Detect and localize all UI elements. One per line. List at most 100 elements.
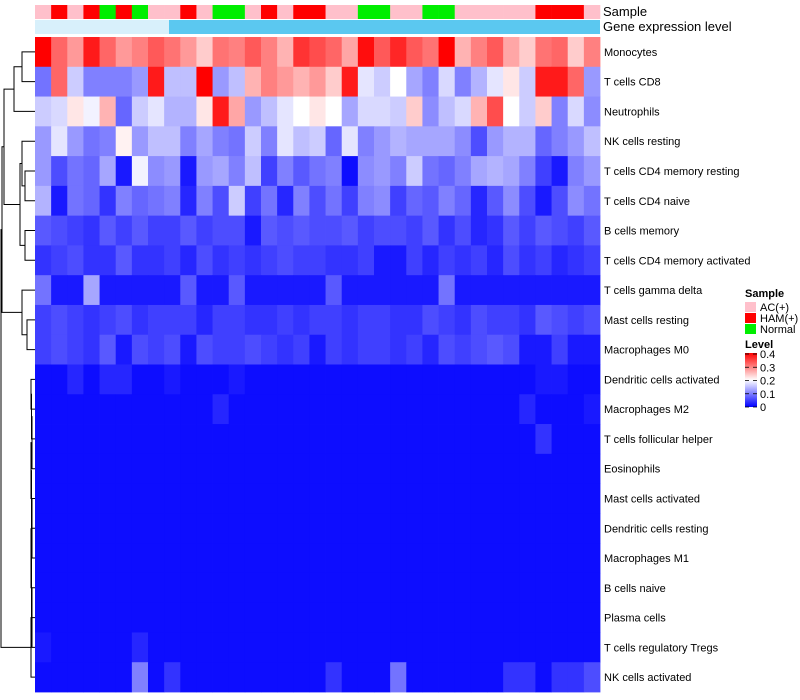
dendrogram-branch (3, 88, 20, 205)
heatmap-cell (115, 483, 133, 514)
heatmap-cell (67, 602, 84, 633)
heatmap-cell (341, 96, 359, 127)
heatmap-cell (487, 96, 504, 127)
heatmap-cell (422, 304, 439, 336)
heatmap-cell (228, 394, 246, 425)
heatmap-cell (454, 334, 472, 365)
row-label: Macrophages M0 (604, 345, 689, 357)
heatmap-cell (374, 156, 391, 187)
heatmap-cell (583, 96, 601, 127)
heatmap-cell (212, 424, 230, 455)
heatmap-cell (567, 364, 585, 395)
heatmap-cell (51, 66, 68, 97)
heatmap-cell (519, 424, 536, 455)
heatmap-cell (390, 572, 407, 604)
heatmap-cell (164, 453, 181, 484)
heatmap-cell (567, 572, 585, 604)
heatmap-cell (357, 304, 375, 336)
heatmap-cell (503, 126, 520, 157)
row-label: Mast cells activated (604, 493, 700, 505)
heatmap-cell (261, 185, 278, 217)
heatmap-cell (83, 424, 100, 455)
heatmap-cell (567, 304, 585, 336)
heatmap-cell (131, 572, 149, 604)
row-label: Dendritic cells resting (604, 523, 709, 535)
heatmap-cell (148, 215, 165, 246)
heatmap-cell (535, 304, 552, 336)
heatmap-cell (244, 37, 262, 68)
heatmap-cell (180, 513, 197, 544)
heatmap-cell (583, 37, 601, 68)
heatmap-cell (180, 483, 197, 514)
sample-annotation-cell (164, 5, 181, 19)
heatmap-cell (519, 513, 536, 544)
heatmap-cell (487, 156, 504, 187)
heatmap-cell (293, 513, 310, 544)
heatmap-cell (390, 394, 407, 425)
heatmap-cell (293, 66, 310, 97)
heatmap-cell (261, 156, 278, 187)
heatmap-cell (228, 483, 246, 514)
heatmap-cell (341, 37, 359, 68)
dendrogram-branch (21, 289, 35, 336)
heatmap-cell (180, 662, 197, 693)
sample-annotation-cell (35, 5, 52, 19)
heatmap-cell (196, 662, 213, 693)
heatmap-cell (438, 424, 456, 455)
heatmap-cell (35, 156, 52, 187)
heatmap-cell (454, 185, 472, 217)
heatmap-cell (67, 245, 84, 276)
heatmap-cell (487, 483, 504, 514)
heatmap-cell (196, 572, 213, 604)
heatmap-cell (374, 572, 391, 604)
heatmap-cell (551, 632, 569, 663)
heatmap-cell (374, 245, 391, 276)
heatmap-cell (470, 245, 488, 276)
heatmap-cell (293, 364, 310, 395)
heatmap-cell (277, 602, 294, 633)
heatmap-cell (487, 304, 504, 336)
heatmap-cell (131, 96, 149, 127)
heatmap-cell (470, 632, 488, 663)
row-label: Macrophages M1 (604, 553, 689, 565)
heatmap-cell (535, 275, 552, 306)
heatmap-cell (357, 126, 375, 157)
heatmap-cell (470, 126, 488, 157)
heatmap-cell (406, 66, 423, 97)
heatmap-cell (148, 424, 165, 455)
heatmap-cell (583, 543, 601, 574)
heatmap-cell (164, 275, 181, 306)
heatmap-cell (325, 424, 343, 455)
heatmap-cell (422, 215, 439, 246)
heatmap-cell (325, 602, 343, 633)
heatmap-cell (454, 275, 472, 306)
heatmap-cell (487, 543, 504, 574)
sample-annotation-cell (551, 5, 569, 19)
sample-annotation-cell (519, 5, 536, 19)
heatmap-cell (196, 96, 213, 127)
heatmap-cell (115, 275, 133, 306)
heatmap-cell (131, 215, 149, 246)
heatmap-cell (67, 394, 84, 425)
heatmap-cell (422, 245, 439, 276)
heatmap-cell (180, 185, 197, 217)
heatmap-cell (261, 304, 278, 336)
row-label: Monocytes (604, 47, 658, 59)
heatmap-cell (212, 245, 230, 276)
heatmap-cell (325, 572, 343, 604)
heatmap-cell (228, 37, 246, 68)
heatmap-cell (212, 662, 230, 693)
row-label: T cells follicular helper (604, 434, 713, 446)
heatmap-cell (438, 662, 456, 693)
heatmap-cell (470, 602, 488, 633)
heatmap-cell (470, 96, 488, 127)
heatmap-cell (293, 126, 310, 157)
heatmap-cell (115, 156, 133, 187)
heatmap-cell (487, 632, 504, 663)
heatmap-cell (83, 513, 100, 544)
heatmap-cell (487, 513, 504, 544)
heatmap-cell (67, 453, 84, 484)
heatmap-cell (454, 126, 472, 157)
heatmap-cell (341, 215, 359, 246)
